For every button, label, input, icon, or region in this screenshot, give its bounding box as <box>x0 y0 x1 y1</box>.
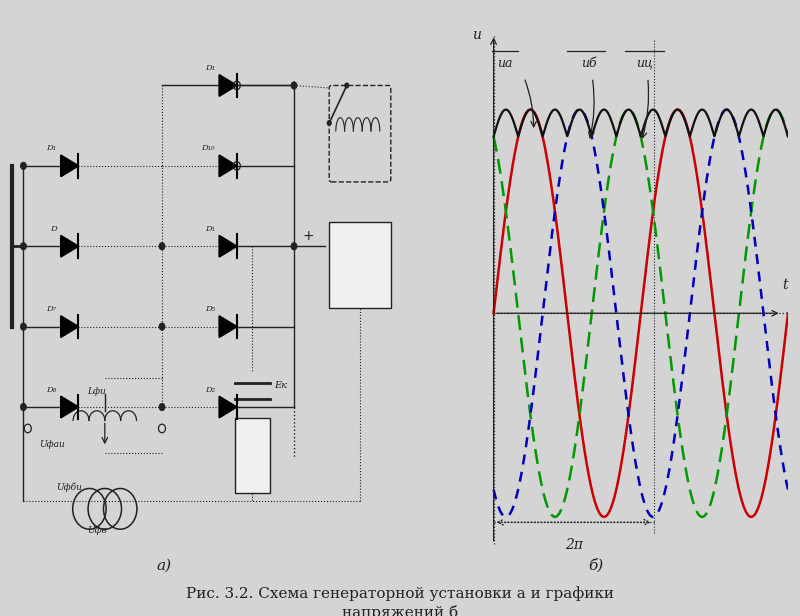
Text: напряжений б: напряжений б <box>342 605 458 616</box>
Text: D₅: D₅ <box>205 306 214 313</box>
Polygon shape <box>219 75 237 96</box>
Text: 2π: 2π <box>565 538 582 553</box>
FancyBboxPatch shape <box>330 86 391 182</box>
Text: D: D <box>50 225 57 233</box>
Circle shape <box>345 83 349 88</box>
Text: uа: uа <box>497 57 513 70</box>
Circle shape <box>291 243 297 250</box>
Circle shape <box>20 323 26 330</box>
Text: D₁: D₁ <box>205 64 214 72</box>
Text: u: u <box>472 28 481 41</box>
Text: Рег.: Рег. <box>350 248 370 257</box>
Circle shape <box>159 323 165 330</box>
Text: uц: uц <box>636 57 653 70</box>
Text: +: + <box>303 229 314 243</box>
Polygon shape <box>61 155 78 177</box>
Text: D₇: D₇ <box>46 306 57 313</box>
Text: а): а) <box>157 559 171 573</box>
Text: б): б) <box>588 559 604 573</box>
Circle shape <box>291 82 297 89</box>
Text: Eк: Eк <box>274 381 287 391</box>
Circle shape <box>20 403 26 411</box>
Polygon shape <box>61 396 78 418</box>
Text: D₂: D₂ <box>205 386 214 394</box>
Text: Напр.: Напр. <box>346 277 374 286</box>
Text: t: t <box>782 278 788 292</box>
Polygon shape <box>61 316 78 338</box>
Text: OB: OB <box>350 105 370 118</box>
Text: D₁: D₁ <box>205 225 214 233</box>
Polygon shape <box>219 235 237 257</box>
Polygon shape <box>219 155 237 177</box>
Circle shape <box>327 120 331 126</box>
Circle shape <box>159 403 165 411</box>
Polygon shape <box>61 235 78 257</box>
Text: Lфи: Lфи <box>87 387 106 395</box>
Polygon shape <box>219 316 237 338</box>
Text: D₁₀: D₁₀ <box>202 145 214 153</box>
Text: uб: uб <box>582 57 597 70</box>
Text: Рис. 3.2. Схема генераторной установки а и графики: Рис. 3.2. Схема генераторной установки а… <box>186 586 614 601</box>
FancyBboxPatch shape <box>330 222 391 308</box>
Text: Uфби: Uфби <box>56 482 82 492</box>
Text: Rн: Rн <box>246 451 259 460</box>
Polygon shape <box>219 396 237 418</box>
Text: Uфв: Uфв <box>87 526 107 535</box>
Text: D₁: D₁ <box>46 145 57 153</box>
FancyBboxPatch shape <box>234 418 270 493</box>
Circle shape <box>20 162 26 169</box>
Circle shape <box>20 243 26 250</box>
Text: Uфаи: Uфаи <box>39 440 65 449</box>
Circle shape <box>159 243 165 250</box>
Text: D₈: D₈ <box>46 386 57 394</box>
